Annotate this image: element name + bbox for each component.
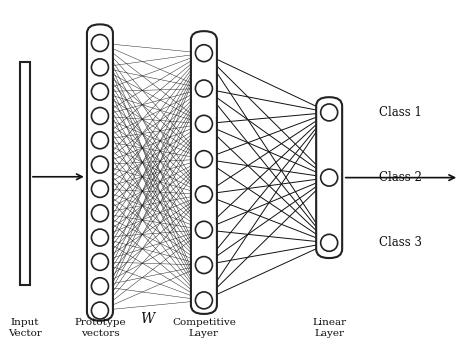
Text: Input
Vector: Input Vector	[8, 318, 42, 338]
Ellipse shape	[195, 151, 212, 168]
Ellipse shape	[91, 107, 109, 124]
Text: W: W	[140, 312, 155, 326]
FancyBboxPatch shape	[87, 24, 113, 321]
Ellipse shape	[91, 59, 109, 76]
Text: Competitive
Layer: Competitive Layer	[172, 318, 236, 338]
Ellipse shape	[91, 278, 109, 295]
Ellipse shape	[320, 104, 337, 121]
Ellipse shape	[91, 156, 109, 173]
Ellipse shape	[195, 80, 212, 97]
FancyBboxPatch shape	[316, 97, 342, 258]
Ellipse shape	[91, 302, 109, 319]
Ellipse shape	[320, 169, 337, 186]
Ellipse shape	[195, 186, 212, 203]
Ellipse shape	[195, 257, 212, 273]
FancyBboxPatch shape	[191, 31, 217, 314]
Ellipse shape	[195, 292, 212, 309]
Text: Class 3: Class 3	[379, 236, 422, 249]
Ellipse shape	[320, 234, 337, 251]
Text: Class 2: Class 2	[379, 171, 422, 184]
Ellipse shape	[91, 205, 109, 222]
Ellipse shape	[91, 83, 109, 100]
Ellipse shape	[195, 221, 212, 238]
Ellipse shape	[91, 229, 109, 246]
Text: Prototype
vectors: Prototype vectors	[74, 318, 126, 338]
Text: Linear
Layer: Linear Layer	[312, 318, 346, 338]
Ellipse shape	[91, 253, 109, 270]
Text: Class 1: Class 1	[379, 106, 422, 119]
Ellipse shape	[91, 132, 109, 149]
Ellipse shape	[195, 115, 212, 132]
Ellipse shape	[91, 35, 109, 51]
Ellipse shape	[195, 45, 212, 62]
Bar	[19, 62, 30, 285]
Ellipse shape	[91, 181, 109, 198]
